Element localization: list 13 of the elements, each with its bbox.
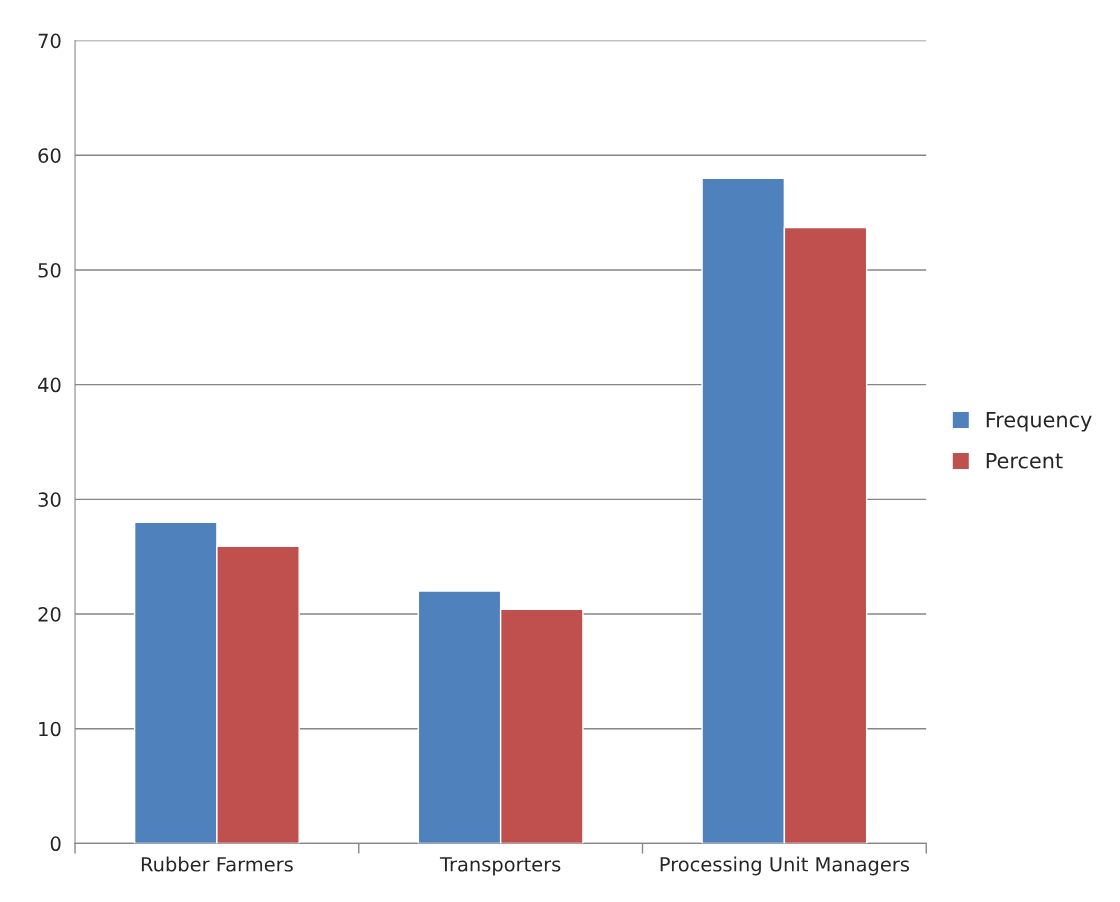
y-tick-label: 50 xyxy=(38,262,61,278)
x-tick-label: Processing Unit Managers xyxy=(660,856,909,876)
legend-label: Percent xyxy=(986,453,1063,469)
y-tick-label: 20 xyxy=(38,606,61,622)
x-tick-label: Rubber Farmers xyxy=(141,856,293,872)
y-tick-label: 0 xyxy=(50,836,61,852)
y-tick-label: 40 xyxy=(38,377,61,393)
y-tick-label: 70 xyxy=(38,33,61,49)
y-tick-label: 60 xyxy=(38,148,61,163)
x-tick-label: Transporters xyxy=(439,857,561,876)
legend-label: Frequency xyxy=(986,412,1092,432)
y-tick-label: 30 xyxy=(38,492,61,507)
y-tick-label: 10 xyxy=(39,721,61,737)
